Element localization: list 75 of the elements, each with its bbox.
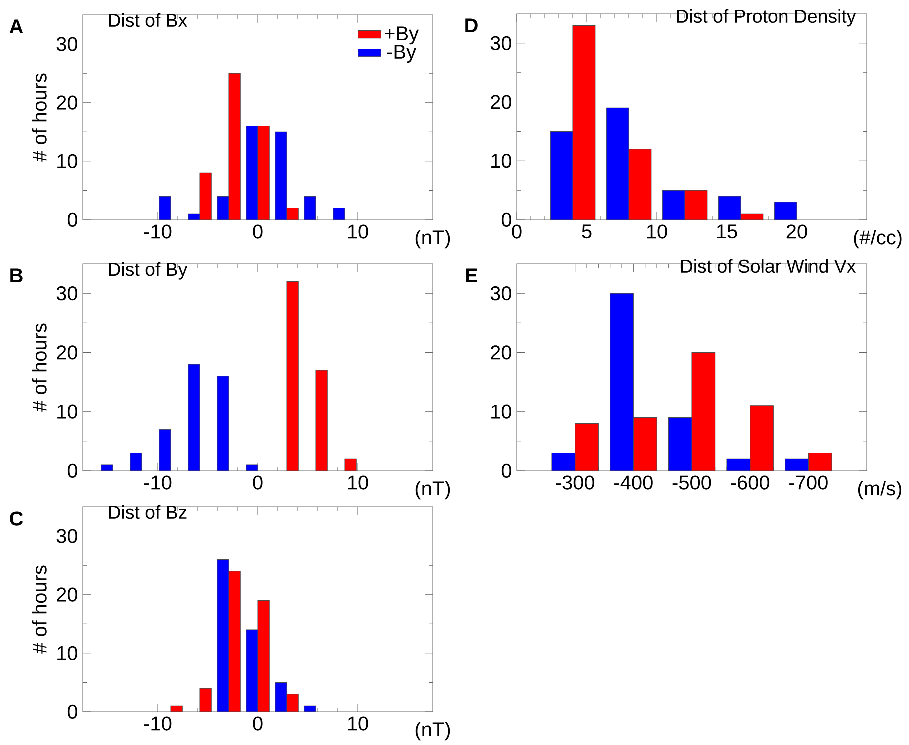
bar xyxy=(246,464,258,472)
y-tick-label: 20 xyxy=(57,96,78,110)
text: B xyxy=(10,268,23,282)
y-tick-label: 10 xyxy=(492,404,512,419)
bar xyxy=(200,688,212,712)
x-tick-label: 10 xyxy=(647,224,668,239)
y-tick-label: 30 xyxy=(56,286,78,301)
x-axis-title: (nT) xyxy=(416,230,450,249)
y-tick-label: 10 xyxy=(58,404,78,419)
bar xyxy=(159,196,172,220)
y-tick-label: 0 xyxy=(68,212,78,228)
y-tick-label: 0 xyxy=(68,464,78,478)
y-tick-label: 10 xyxy=(58,154,78,168)
y-tick-label: 0 xyxy=(502,464,512,478)
text: C xyxy=(10,512,24,526)
x-axis-title: (#/cc) xyxy=(854,230,902,249)
bar xyxy=(774,202,798,220)
x-tick-label: 10 xyxy=(348,476,368,490)
x-axis-title: (m/s) xyxy=(858,480,902,500)
x-tick-label: 0 xyxy=(253,716,263,731)
y-tick-label: 20 xyxy=(491,346,512,360)
x-tick-label: -10 xyxy=(144,224,172,239)
y-tick-label: 20 xyxy=(491,95,512,110)
x-tick-label: 20 xyxy=(786,224,808,239)
y-tick-label: 30 xyxy=(56,529,78,544)
x-tick-label: 0 xyxy=(253,224,263,239)
chart-title: Dist of Proton Density xyxy=(677,9,856,27)
legend-label: -By xyxy=(387,45,417,64)
x-axis-title: (nT) xyxy=(416,722,450,741)
x-tick-label: -300 xyxy=(556,476,595,490)
y-tick-label: 20 xyxy=(57,346,78,360)
y-axis-title: # of hours xyxy=(32,74,47,162)
bar xyxy=(130,452,142,472)
bar xyxy=(316,370,328,472)
y-tick-label: 30 xyxy=(56,37,78,52)
x-axis-title: (nT) xyxy=(416,480,450,500)
x-tick-label: -400 xyxy=(614,476,653,490)
x-tick-label: 10 xyxy=(348,716,368,731)
x-tick-label: -500 xyxy=(672,476,712,490)
y-tick-label: 30 xyxy=(490,286,512,301)
y-tick-label: 0 xyxy=(68,704,78,720)
text: E xyxy=(466,268,478,282)
y-tick-label: 10 xyxy=(58,646,78,660)
x-tick-label: -10 xyxy=(144,476,172,490)
bar xyxy=(170,706,183,712)
y-axis-title: # of hours xyxy=(32,566,47,654)
bar xyxy=(159,429,172,472)
legend-label: +By xyxy=(385,26,420,45)
bar xyxy=(333,208,346,220)
chart-title: Dist of Solar Wind Vx xyxy=(681,259,856,274)
y-tick-label: 20 xyxy=(57,588,78,602)
x-tick-label: 10 xyxy=(348,224,368,239)
bar xyxy=(304,706,316,712)
x-tick-label: -10 xyxy=(144,716,172,731)
text: A xyxy=(10,20,24,34)
y-tick-label: 30 xyxy=(490,36,512,50)
bar xyxy=(188,364,200,472)
x-tick-label: -600 xyxy=(731,476,770,490)
y-axis-title: # of hours xyxy=(32,324,47,412)
text: D xyxy=(466,18,478,32)
bar xyxy=(101,464,114,472)
x-tick-label: 0 xyxy=(253,476,263,490)
bar xyxy=(304,196,316,220)
bar xyxy=(344,458,357,472)
y-tick-label: 0 xyxy=(502,212,512,228)
bar xyxy=(286,281,299,472)
x-tick-label: 5 xyxy=(582,224,592,239)
chart-title: Dist of By xyxy=(109,262,188,280)
y-tick-label: 10 xyxy=(492,154,512,168)
x-tick-label: 15 xyxy=(717,224,738,239)
x-tick-label: -700 xyxy=(790,476,828,490)
bar xyxy=(217,376,230,472)
chart-title: Dist of Bz xyxy=(109,505,187,520)
x-tick-label: 0 xyxy=(512,224,522,239)
chart-title: Dist of Bx xyxy=(109,13,188,28)
